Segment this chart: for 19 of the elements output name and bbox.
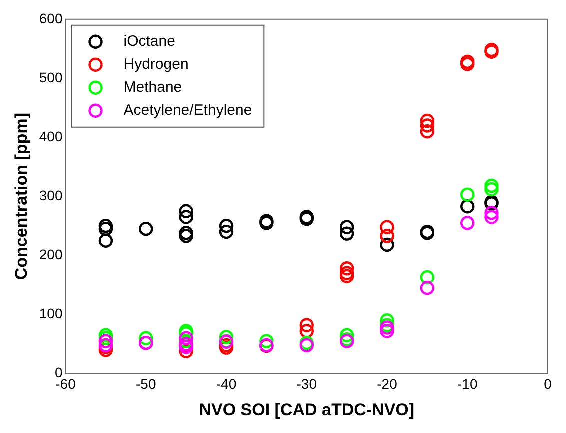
legend-label: iOctane — [124, 33, 176, 50]
legend-label: Acetylene/Ethylene — [124, 102, 252, 120]
x-tick-label: 0 — [544, 376, 552, 392]
x-tick-label: -40 — [216, 376, 237, 392]
y-tick-label: 400 — [39, 128, 63, 144]
y-axis-title: Concentration [ppm] — [12, 113, 31, 280]
x-tick-label: -20 — [377, 376, 398, 392]
y-tick-label: 600 — [39, 10, 63, 26]
x-tick-label: -10 — [458, 376, 478, 392]
y-tick-label: 0 — [54, 364, 63, 381]
x-tick-label: -50 — [136, 376, 156, 392]
y-tick-label: 500 — [39, 69, 63, 86]
x-axis-title: NVO SOI [CAD aTDC-NVO] — [199, 400, 415, 420]
y-tick-label: 300 — [39, 187, 63, 204]
y-tick-label: 200 — [39, 246, 63, 263]
legend-label: Methane — [124, 79, 182, 96]
y-tick-label: 100 — [39, 306, 63, 322]
legend-label: Hydrogen — [124, 56, 189, 74]
x-tick-label: -30 — [296, 376, 318, 392]
